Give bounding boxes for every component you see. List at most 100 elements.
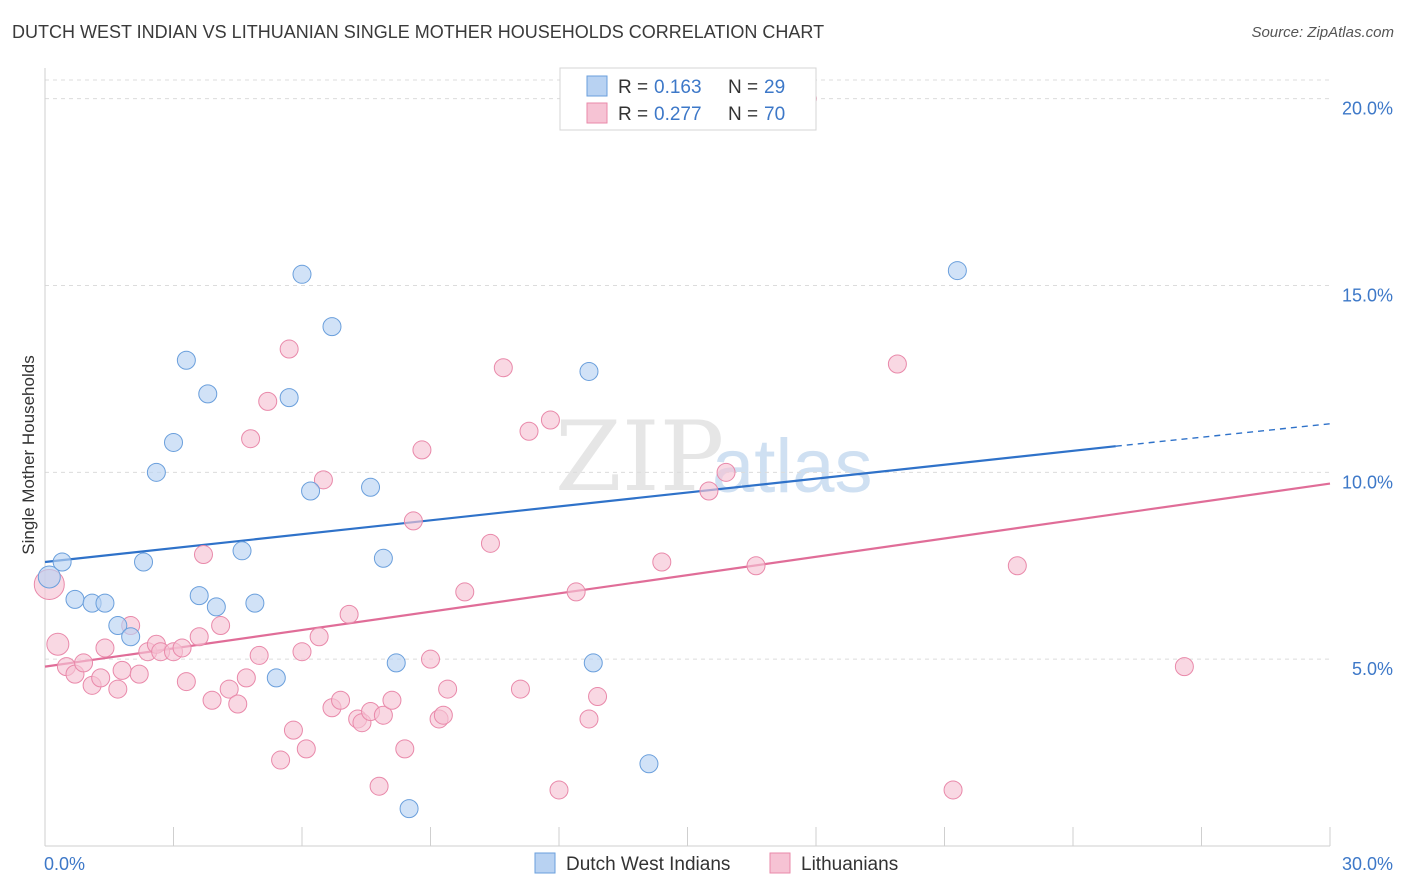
point-dutch-west-indian <box>386 653 406 673</box>
point-lithuanian <box>395 739 415 759</box>
legend-n-label-2: N = <box>728 104 758 125</box>
point-lithuanian <box>699 481 719 501</box>
x-tick-label-min: 0.0% <box>44 854 85 874</box>
point-lithuanian <box>292 642 312 662</box>
point-lithuanian <box>95 638 115 658</box>
y-tick-label: 15.0% <box>1342 286 1393 306</box>
point-lithuanian <box>652 552 672 572</box>
point-dutch-west-indian <box>189 586 209 606</box>
point-lithuanian <box>566 582 586 602</box>
legend-swatch-blue <box>586 75 608 97</box>
point-dutch-west-indian <box>279 388 299 408</box>
point-lithuanian <box>129 664 149 684</box>
point-dutch-west-indian <box>292 264 312 284</box>
trend-lines <box>44 423 1331 668</box>
y-axis-label: Single Mother Households <box>19 355 38 554</box>
point-lithuanian <box>296 739 316 759</box>
stats-legend: R = 0.163 N = 29 R = 0.277 N = 70 <box>559 67 817 131</box>
point-lithuanian <box>382 690 402 710</box>
point-lithuanian <box>176 672 196 692</box>
point-lithuanian <box>46 632 70 656</box>
point-lithuanian <box>1174 657 1194 677</box>
point-lithuanian <box>1007 556 1027 576</box>
axes <box>44 68 1331 847</box>
point-dutch-west-indian <box>95 593 115 613</box>
legend-n-value-2: 70 <box>764 104 785 125</box>
y-tick-label: 5.0% <box>1352 659 1393 679</box>
point-lithuanian <box>493 358 513 378</box>
point-dutch-west-indian <box>121 627 141 647</box>
point-lithuanian <box>241 429 261 449</box>
series-legend-label-dutch: Dutch West Indians <box>566 854 730 875</box>
point-lithuanian <box>202 690 222 710</box>
point-dutch-west-indian <box>245 593 265 613</box>
watermark-zip: ZIP <box>555 401 724 513</box>
point-dutch-west-indian <box>198 384 218 404</box>
point-dutch-west-indian <box>639 754 659 774</box>
point-dutch-west-indian <box>108 616 128 636</box>
point-lithuanian <box>189 627 209 647</box>
point-dutch-west-indian <box>65 589 85 609</box>
point-lithuanian <box>112 660 132 680</box>
point-lithuanian <box>716 462 736 482</box>
point-lithuanian <box>331 690 351 710</box>
point-lithuanian <box>283 720 303 740</box>
point-dutch-west-indian <box>399 799 419 819</box>
grid-lines <box>45 79 1330 660</box>
legend-r-label-1: R = <box>618 77 648 98</box>
point-lithuanian <box>313 470 333 490</box>
series-legend-swatch-dutch <box>534 852 556 874</box>
series-legend-label-lithuanian: Lithuanians <box>801 854 898 875</box>
point-lithuanian <box>438 679 458 699</box>
point-lithuanian <box>943 780 963 800</box>
point-lithuanian <box>74 653 94 673</box>
point-lithuanian <box>421 649 440 669</box>
point-lithuanian <box>211 616 231 636</box>
point-dutch-west-indian <box>176 350 196 370</box>
legend-n-label-1: N = <box>728 77 758 98</box>
data-points <box>33 89 1194 819</box>
tick-labels: 5.0% 10.0% 15.0% 20.0% 0.0% 30.0% <box>44 99 1393 874</box>
series-legend: Dutch West Indians Lithuanians <box>534 852 898 875</box>
point-lithuanian <box>519 421 539 441</box>
point-dutch-west-indian <box>361 477 381 497</box>
point-dutch-west-indian <box>583 653 603 673</box>
point-lithuanian <box>746 556 766 576</box>
legend-n-value-1: 29 <box>764 77 785 98</box>
trend-line-dutch-west-indians <box>44 445 1116 564</box>
point-lithuanian <box>193 545 213 565</box>
point-lithuanian <box>271 750 291 770</box>
point-dutch-west-indian <box>373 548 393 568</box>
legend-r-value-2: 0.277 <box>654 104 702 125</box>
point-dutch-west-indian <box>146 462 166 482</box>
point-lithuanian <box>373 705 393 725</box>
point-lithuanian <box>369 776 389 796</box>
point-dutch-west-indian <box>322 317 342 337</box>
point-lithuanian <box>339 604 359 624</box>
point-lithuanian <box>236 668 256 688</box>
source-credit: Source: ZipAtlas.com <box>1251 24 1394 41</box>
legend-r-value-1: 0.163 <box>654 77 702 98</box>
point-dutch-west-indian <box>266 668 286 688</box>
point-lithuanian <box>455 582 475 602</box>
legend-swatch-pink <box>586 102 608 124</box>
point-lithuanian <box>249 645 269 665</box>
point-lithuanian <box>433 705 453 725</box>
point-lithuanian <box>579 709 599 729</box>
point-lithuanian <box>91 668 111 688</box>
y-tick-label: 10.0% <box>1342 472 1393 492</box>
series-legend-swatch-lithuanian <box>769 852 791 874</box>
point-lithuanian <box>588 687 608 707</box>
point-lithuanian <box>258 391 278 411</box>
point-dutch-west-indian <box>37 565 61 589</box>
point-dutch-west-indian <box>206 597 226 617</box>
point-lithuanian <box>480 533 500 553</box>
point-lithuanian <box>887 354 907 374</box>
trend-line-dutch-west-indians-extension <box>1115 423 1331 447</box>
point-dutch-west-indian <box>579 361 599 381</box>
point-lithuanian <box>172 638 192 658</box>
chart-title: DUTCH WEST INDIAN VS LITHUANIAN SINGLE M… <box>12 22 825 42</box>
point-lithuanian <box>108 679 128 699</box>
x-tick-label-max: 30.0% <box>1342 854 1393 874</box>
point-lithuanian <box>510 679 530 699</box>
